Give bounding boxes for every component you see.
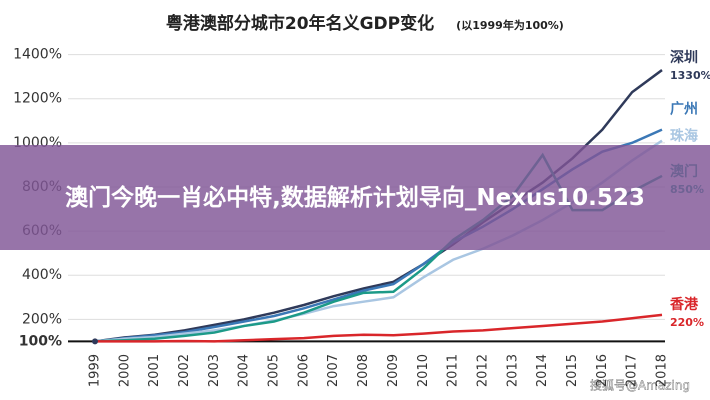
x-tick-label: 2007	[326, 354, 341, 387]
x-tick-label: 2004	[237, 354, 252, 387]
x-tick-label: 2009	[386, 354, 401, 387]
banner: 澳门今晚一肖必中特,数据解析计划导向_Nexus10.523	[0, 145, 710, 250]
y-tick-label: 200%	[22, 311, 62, 327]
x-tick-label: 2015	[565, 354, 580, 387]
x-tick-label: 2005	[267, 354, 282, 387]
legend-label: 深圳	[670, 49, 698, 66]
x-tick-label: 2017	[625, 354, 640, 387]
series-line	[95, 313, 663, 343]
x-tick-label: 2003	[207, 354, 222, 387]
x-tick-label: 2014	[535, 354, 550, 387]
x-tick-label: 2013	[505, 354, 520, 387]
data-label: 220%	[670, 316, 704, 329]
x-tick-label: 2011	[446, 354, 461, 387]
x-tick-label: 2006	[296, 354, 311, 387]
y-tick-label: 1400%	[13, 47, 62, 63]
x-tick-label: 1999	[88, 354, 103, 387]
x-tick-label: 2000	[117, 354, 132, 387]
legend-label: 香港	[669, 296, 699, 313]
chart-subtitle: (以1999年为100%)	[456, 18, 564, 32]
y-tick-label: 100%	[19, 333, 62, 349]
watermark: 搜狐号@Amazing	[590, 378, 690, 393]
x-tick-label: 2018	[655, 354, 670, 387]
chart-title: 粤港澳部分城市20年名义GDP变化	[166, 13, 434, 34]
x-tick-label: 2008	[356, 354, 371, 387]
x-tick-label: 2010	[416, 354, 431, 387]
x-tick-label: 2016	[595, 354, 610, 387]
legend-label: 珠海	[670, 128, 698, 145]
data-label: 1330%	[670, 69, 710, 82]
y-tick-label: 1200%	[13, 91, 62, 107]
x-tick-label: 2001	[147, 354, 162, 387]
y-tick-label: 400%	[22, 267, 62, 283]
x-tick-label: 2012	[475, 354, 490, 387]
legend-label: 广州	[670, 101, 698, 118]
origin-dot	[92, 338, 98, 345]
banner-text: 澳门今晚一肖必中特,数据解析计划导向_Nexus10.523	[65, 184, 645, 211]
x-tick-label: 2002	[177, 354, 192, 387]
